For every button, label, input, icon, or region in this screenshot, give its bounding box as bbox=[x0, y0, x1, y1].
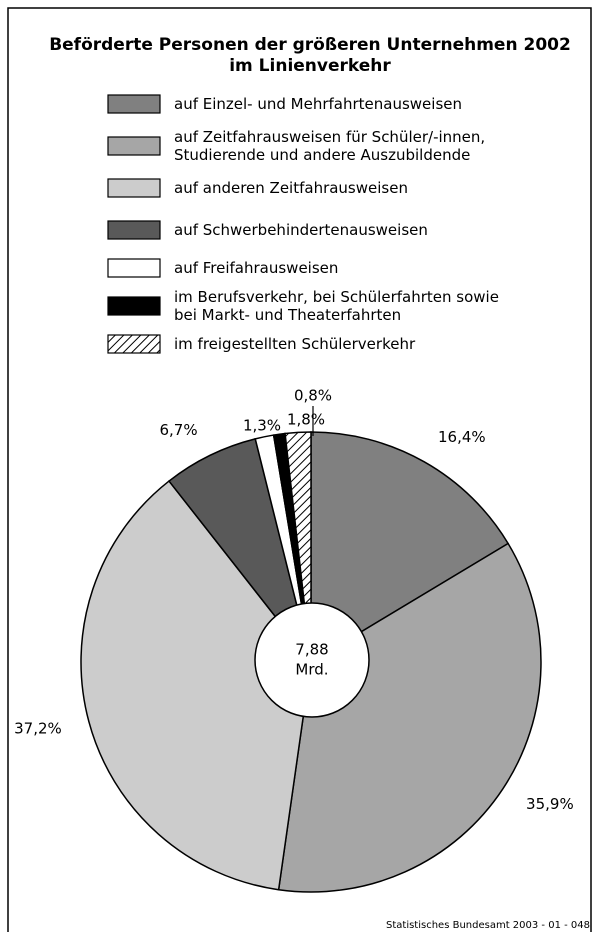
legend-swatch bbox=[107, 178, 161, 198]
legend-label: im freigestellten Schülerverkehr bbox=[174, 335, 416, 353]
legend-label: im Berufsverkehr, bei Schülerfahrten sow… bbox=[174, 288, 499, 324]
legend-swatch bbox=[107, 296, 161, 316]
center-label: Mrd. bbox=[295, 661, 328, 679]
pie-slice bbox=[80, 480, 312, 891]
legend-swatch bbox=[107, 220, 161, 240]
legend-label: auf Schwerbehindertenausweisen bbox=[174, 221, 428, 239]
legend-swatch bbox=[107, 136, 161, 156]
source: Statistisches Bundesamt 2003 - 01 - 048 bbox=[386, 920, 590, 931]
chart-title: Beförderte Personen der größeren Unterne… bbox=[49, 35, 571, 55]
legend-swatch bbox=[107, 334, 161, 354]
center-hole bbox=[254, 602, 370, 718]
data-label: 6,7% bbox=[159, 421, 197, 439]
legend-swatch bbox=[107, 94, 161, 114]
data-label: 35,9% bbox=[526, 795, 574, 813]
data-label: 1,3% bbox=[243, 417, 281, 435]
data-label: 1,8% bbox=[287, 411, 325, 429]
legend-label: auf Zeitfahrausweisen für Schüler/-innen… bbox=[174, 128, 485, 164]
center-label: 7,88 bbox=[295, 641, 328, 659]
pie-slice bbox=[310, 431, 510, 664]
legend-swatch bbox=[107, 258, 161, 278]
data-label: 37,2% bbox=[14, 719, 62, 737]
legend-label: auf anderen Zeitfahrausweisen bbox=[174, 179, 408, 197]
data-label: 0,8% bbox=[294, 387, 332, 405]
data-label: 16,4% bbox=[438, 428, 486, 446]
chart-title: im Linienverkehr bbox=[229, 56, 391, 76]
legend-label: auf Freifahrausweisen bbox=[174, 259, 338, 277]
frame bbox=[7, 7, 592, 932]
pie-slice bbox=[277, 542, 542, 893]
legend-label: auf Einzel- und Mehrfahrtenausweisen bbox=[174, 95, 462, 113]
